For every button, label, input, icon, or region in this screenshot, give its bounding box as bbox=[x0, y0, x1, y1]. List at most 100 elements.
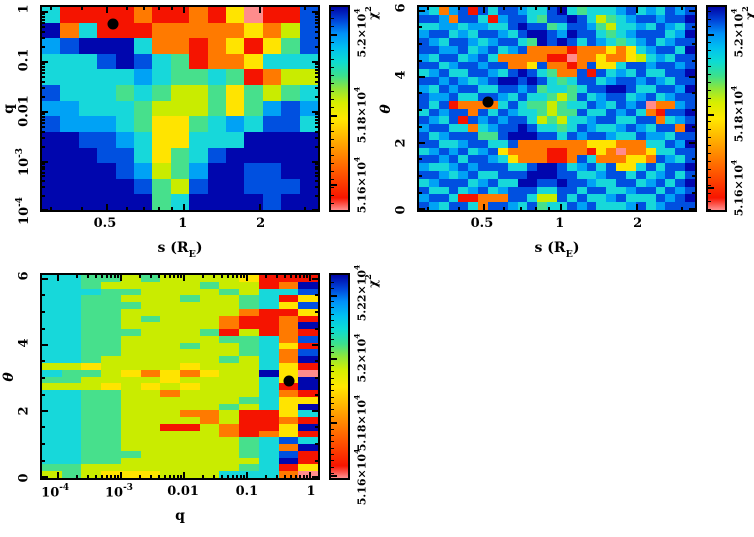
heatmap-cell bbox=[81, 417, 102, 424]
heatmap-cell bbox=[244, 69, 263, 86]
x-minor-tick bbox=[236, 275, 239, 278]
heatmap-cell bbox=[61, 464, 82, 472]
heatmap-cell bbox=[244, 194, 263, 210]
heatmap-cell bbox=[606, 155, 617, 164]
heatmap-cell bbox=[170, 85, 190, 101]
heatmap-cell bbox=[115, 85, 134, 101]
x-minor-tick bbox=[227, 275, 230, 278]
heatmap-cell bbox=[685, 22, 695, 31]
heatmap-cell bbox=[556, 30, 567, 39]
heatmap-cell bbox=[448, 178, 459, 187]
heatmap-cell bbox=[586, 131, 597, 140]
heatmap-cell bbox=[179, 410, 200, 418]
y-minor-tick bbox=[315, 95, 318, 98]
heatmap-cell bbox=[207, 85, 226, 101]
heatmap-cell bbox=[281, 131, 300, 148]
heatmap-cell bbox=[60, 85, 79, 101]
y-major-tick bbox=[689, 141, 695, 144]
heatmap-cell bbox=[225, 147, 245, 164]
heatmap-cell bbox=[262, 131, 282, 148]
heatmap-cell bbox=[586, 61, 597, 70]
heatmap-cell bbox=[140, 423, 161, 431]
heatmap-cell bbox=[140, 450, 161, 458]
heatmap-cell bbox=[298, 322, 318, 330]
heatmap-cell bbox=[556, 61, 567, 70]
heatmap-cell bbox=[258, 342, 279, 350]
x-major-tick bbox=[183, 275, 186, 281]
heatmap-cell bbox=[140, 430, 161, 438]
heatmap-cell bbox=[537, 14, 548, 23]
heatmap-cell bbox=[81, 450, 102, 458]
heatmap-cell bbox=[170, 178, 190, 195]
x-major-tick bbox=[56, 472, 59, 478]
heatmap-cell bbox=[42, 275, 62, 282]
heatmap-cell bbox=[152, 163, 171, 179]
heatmap-cell bbox=[507, 108, 518, 117]
heatmap-cell bbox=[655, 46, 666, 54]
heatmap-cell bbox=[239, 464, 259, 472]
colorbar-minor-tick bbox=[331, 187, 334, 189]
heatmap-cell bbox=[281, 147, 300, 164]
heatmap-cell bbox=[606, 77, 617, 86]
x-minor-tick bbox=[110, 275, 113, 278]
heatmap-cell bbox=[537, 139, 548, 148]
heatmap-cell bbox=[645, 92, 656, 101]
heatmap-cell bbox=[596, 85, 607, 93]
heatmap-cell bbox=[547, 186, 557, 195]
heatmap-cell bbox=[566, 100, 577, 109]
heatmap-cell bbox=[497, 178, 508, 187]
heatmap-cell bbox=[487, 53, 498, 62]
heatmap-cell bbox=[81, 308, 102, 316]
heatmap-cell bbox=[78, 7, 98, 23]
heatmap-cell bbox=[419, 178, 429, 187]
heatmap-cell bbox=[278, 369, 299, 377]
heatmap-cell bbox=[497, 61, 508, 70]
heatmap-cell bbox=[556, 77, 567, 86]
heatmap-cell bbox=[140, 275, 161, 282]
heatmap-cell bbox=[140, 383, 161, 391]
heatmap-cell bbox=[497, 7, 508, 15]
colorbar-minor-tick bbox=[331, 179, 334, 181]
heatmap-cell bbox=[42, 69, 61, 86]
heatmap-cell bbox=[537, 22, 548, 31]
heatmap-cell bbox=[478, 92, 488, 101]
y-tick-label: 4 bbox=[16, 338, 32, 348]
heatmap-cell bbox=[207, 116, 226, 132]
x-major-tick bbox=[245, 275, 248, 281]
heatmap-cell bbox=[625, 53, 636, 62]
heatmap-cell bbox=[606, 85, 617, 93]
heatmap-cell bbox=[655, 38, 666, 47]
x-minor-tick bbox=[100, 475, 103, 478]
heatmap-cell bbox=[262, 147, 282, 164]
heatmap-cell bbox=[258, 464, 279, 472]
heatmap-cell bbox=[487, 69, 498, 78]
heatmap-cell bbox=[419, 155, 429, 164]
heatmap-cell bbox=[298, 288, 318, 296]
heatmap-cell bbox=[645, 7, 656, 15]
colorbar-minor-tick bbox=[331, 466, 334, 468]
heatmap-cell bbox=[606, 108, 617, 117]
heatmap-cell bbox=[527, 202, 538, 210]
heatmap-cell bbox=[655, 194, 666, 203]
heatmap-cell bbox=[566, 178, 577, 187]
y-minor-tick bbox=[315, 311, 318, 314]
heatmap-cell bbox=[120, 471, 141, 478]
heatmap-cell bbox=[468, 38, 479, 47]
heatmap-cell bbox=[101, 288, 121, 296]
heatmap-cell bbox=[468, 178, 479, 187]
heatmap-cell bbox=[645, 61, 656, 70]
heatmap-cell bbox=[42, 464, 62, 472]
heatmap-cell bbox=[635, 85, 646, 93]
colorbar-minor-tick bbox=[331, 447, 334, 449]
heatmap-cell bbox=[537, 46, 548, 54]
heatmap-cell bbox=[665, 186, 676, 195]
y-minor-tick bbox=[315, 65, 318, 68]
heatmap-cell bbox=[199, 295, 220, 303]
heatmap-cell bbox=[160, 410, 180, 418]
heatmap-cell bbox=[537, 92, 548, 101]
heatmap-cell bbox=[625, 69, 636, 78]
heatmap-cell bbox=[97, 163, 116, 179]
heatmap-cell bbox=[298, 376, 318, 384]
y-major-tick bbox=[689, 207, 695, 210]
heatmap-cell bbox=[419, 69, 429, 78]
